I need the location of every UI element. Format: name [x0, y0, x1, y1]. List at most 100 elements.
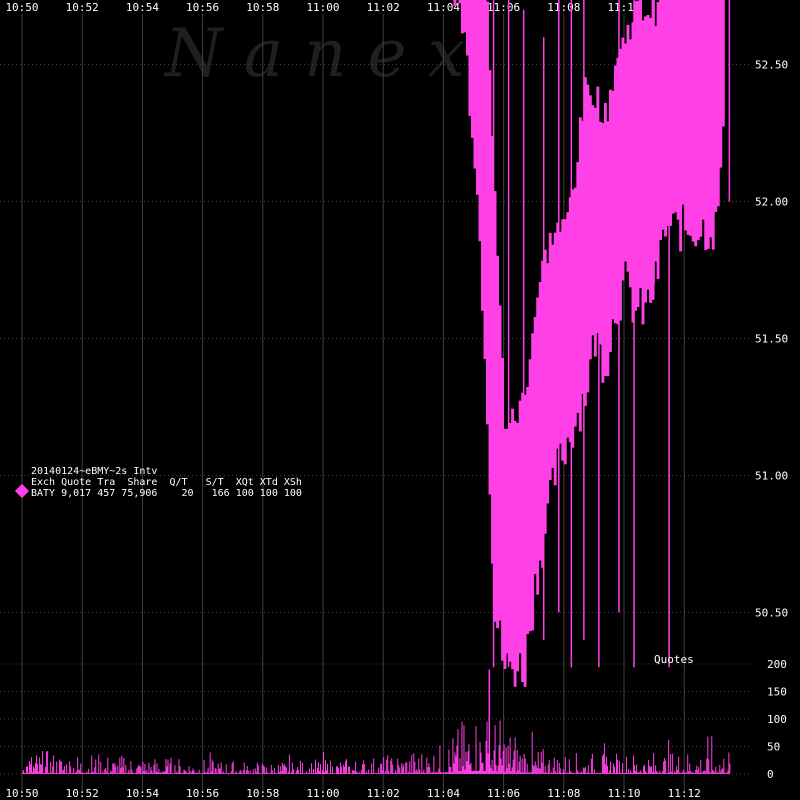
volume-bar: [479, 742, 481, 774]
volume-bar: [638, 772, 640, 774]
volume-bar: [378, 767, 380, 774]
volume-bar: [219, 767, 221, 774]
volume-bar: [333, 773, 335, 774]
volume-bar: [329, 773, 331, 774]
volume-bar: [471, 771, 473, 774]
volume-tick-label: 50: [767, 741, 780, 754]
volume-bar: [299, 760, 301, 774]
volume-bar: [507, 745, 509, 774]
volume-bar: [39, 757, 41, 774]
price-band-segment: [533, 317, 537, 575]
volume-bar: [41, 764, 43, 774]
volume-bar: [412, 772, 414, 774]
x-tick-label-bottom: 11:08: [547, 787, 580, 800]
price-band-segment: [508, 422, 512, 662]
volume-bar: [161, 773, 163, 774]
price-band-segment: [513, 420, 517, 687]
volume-bar: [302, 773, 304, 774]
volume-bar: [442, 772, 444, 774]
price-band-segment: [641, 20, 645, 325]
volume-bar: [231, 763, 233, 774]
volume-bar: [460, 771, 462, 774]
volume-bar: [677, 769, 679, 774]
volume-bar: [603, 743, 605, 774]
volume-bar: [717, 771, 719, 774]
volume-bar: [647, 772, 649, 774]
volume-bar: [500, 758, 502, 774]
volume-bar: [117, 765, 119, 774]
volume-bar: [294, 773, 296, 774]
volume-bar: [559, 768, 561, 774]
volume-bar: [516, 749, 518, 774]
volume-bar: [627, 773, 629, 774]
volume-bar: [230, 771, 232, 774]
volume-bar: [578, 772, 580, 774]
volume-bar: [618, 760, 620, 774]
volume-bar: [582, 767, 584, 774]
x-tick-label-bottom: 11:02: [367, 787, 400, 800]
volume-bar: [324, 772, 326, 774]
volume-bars: [22, 669, 731, 774]
x-tick-label-bottom: 11:04: [427, 787, 460, 800]
volume-bar: [458, 771, 460, 774]
volume-bar: [645, 771, 647, 774]
volume-bar: [590, 758, 592, 774]
volume-bar: [440, 771, 442, 774]
volume-bar: [263, 766, 265, 774]
x-tick-label-top: 11:02: [367, 1, 400, 14]
volume-bar: [338, 767, 340, 774]
volume-bar: [193, 770, 195, 774]
volume-bar: [191, 770, 193, 774]
volume-bar: [215, 768, 217, 774]
volume-bar: [72, 772, 74, 774]
volume-bar: [328, 773, 330, 774]
volume-bar: [266, 772, 268, 774]
volume-bar: [711, 736, 713, 774]
price-band-segment: [503, 428, 507, 670]
volume-bar: [309, 773, 311, 774]
volume-bar: [34, 768, 36, 774]
volume-bar: [276, 773, 278, 774]
volume-bar: [183, 769, 185, 774]
volume-bar: [432, 772, 434, 774]
volume-bar: [567, 772, 569, 774]
volume-bar: [46, 751, 48, 774]
volume-bar: [539, 768, 541, 774]
volume-bar: [565, 772, 567, 774]
volume-bar: [662, 771, 664, 774]
volume-bar: [30, 764, 32, 774]
volume-bar: [589, 773, 591, 774]
volume-bar: [122, 767, 124, 774]
volume-bar: [31, 757, 33, 774]
price-band-segment: [518, 400, 522, 654]
volume-bar: [123, 757, 125, 774]
price-tick-label: 52.00: [755, 196, 788, 209]
volume-bar: [584, 766, 586, 774]
volume-bar: [96, 772, 98, 774]
volume-bar: [241, 773, 243, 774]
volume-bar: [583, 768, 585, 774]
volume-bar: [593, 769, 595, 774]
volume-bar: [477, 770, 479, 774]
volume-bar: [630, 770, 632, 774]
volume-bar: [200, 773, 202, 774]
volume-bar: [527, 772, 529, 774]
volume-bar: [55, 772, 57, 774]
volume-bar: [94, 767, 96, 774]
volume-bar: [67, 772, 69, 774]
price-band-segment: [460, 0, 464, 34]
volume-bar: [705, 771, 707, 774]
volume-bar: [214, 768, 216, 774]
x-tick-label-bottom: 10:56: [186, 787, 219, 800]
volume-bar: [429, 767, 431, 774]
volume-tick-label: 150: [767, 686, 787, 699]
volume-bar: [503, 744, 505, 774]
price-band-segment: [463, 0, 467, 33]
volume-bar: [91, 755, 93, 774]
volume-bar: [384, 773, 386, 774]
volume-bar: [25, 772, 27, 774]
volume-bar: [670, 754, 672, 774]
price-band-segment: [603, 102, 607, 377]
x-tick-label-top: 10:54: [126, 1, 159, 14]
volume-bar: [220, 762, 222, 774]
